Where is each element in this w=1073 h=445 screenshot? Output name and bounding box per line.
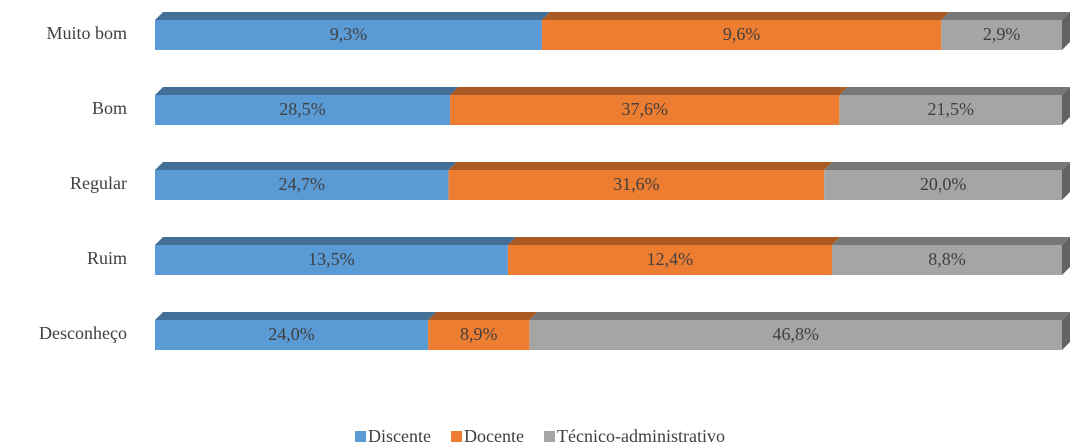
- bar-side: [1062, 237, 1070, 275]
- data-label: 24,7%: [279, 174, 326, 194]
- category-label: Desconheço: [39, 323, 127, 343]
- data-label: 9,3%: [330, 24, 368, 44]
- data-label: 31,6%: [613, 174, 660, 194]
- bar: [448, 170, 825, 200]
- bar-top: [541, 12, 950, 20]
- bar: [450, 95, 840, 125]
- data-label: 9,6%: [723, 24, 761, 44]
- category-label: Ruim: [87, 248, 127, 268]
- data-label: 8,8%: [928, 249, 966, 269]
- bar-top: [155, 87, 459, 95]
- data-label: 21,5%: [927, 99, 974, 119]
- bar-side: [1062, 12, 1070, 50]
- bar-side: [1062, 162, 1070, 200]
- legend-label: Discente: [368, 426, 431, 445]
- category-label: Muito bom: [46, 23, 127, 43]
- data-label: 20,0%: [920, 174, 967, 194]
- bar-top: [831, 237, 1070, 245]
- legend-label: Técnico-administrativo: [557, 426, 725, 445]
- legend-swatch: [355, 431, 367, 442]
- bar-top: [941, 12, 1070, 20]
- bar-top: [529, 312, 1070, 320]
- bar-top: [155, 12, 550, 20]
- bar-top: [428, 312, 538, 320]
- bar-top: [448, 162, 833, 170]
- bar-top: [155, 237, 516, 245]
- data-label: 12,4%: [647, 249, 694, 269]
- bar: [824, 170, 1062, 200]
- legend-swatch: [451, 431, 463, 442]
- data-label: 13,5%: [308, 249, 355, 269]
- bar: [155, 245, 508, 275]
- bar: [155, 320, 429, 350]
- bar: [155, 170, 449, 200]
- bar-top: [155, 162, 457, 170]
- bar: [155, 95, 451, 125]
- bar: [529, 320, 1062, 350]
- bar-side: [1062, 312, 1070, 350]
- data-label: 46,8%: [772, 324, 819, 344]
- legend-swatch: [544, 431, 555, 442]
- bar-top: [450, 87, 848, 95]
- bar-top: [839, 87, 1070, 95]
- category-label: Bom: [92, 98, 127, 118]
- category-label: Regular: [70, 173, 127, 193]
- bar-side: [1062, 87, 1070, 125]
- bar: [831, 245, 1062, 275]
- bar: [507, 245, 832, 275]
- bar: [155, 20, 542, 50]
- bar-top: [155, 312, 437, 320]
- data-label: 8,9%: [460, 324, 498, 344]
- data-label: 24,0%: [268, 324, 315, 344]
- legend-label: Docente: [464, 426, 524, 445]
- bar: [428, 320, 530, 350]
- bar-top: [824, 162, 1070, 170]
- data-label: 2,9%: [983, 24, 1021, 44]
- bar-top: [507, 237, 840, 245]
- bar: [541, 20, 942, 50]
- data-label: 37,6%: [621, 99, 668, 119]
- bar: [941, 20, 1062, 50]
- data-label: 28,5%: [279, 99, 326, 119]
- bar: [839, 95, 1062, 125]
